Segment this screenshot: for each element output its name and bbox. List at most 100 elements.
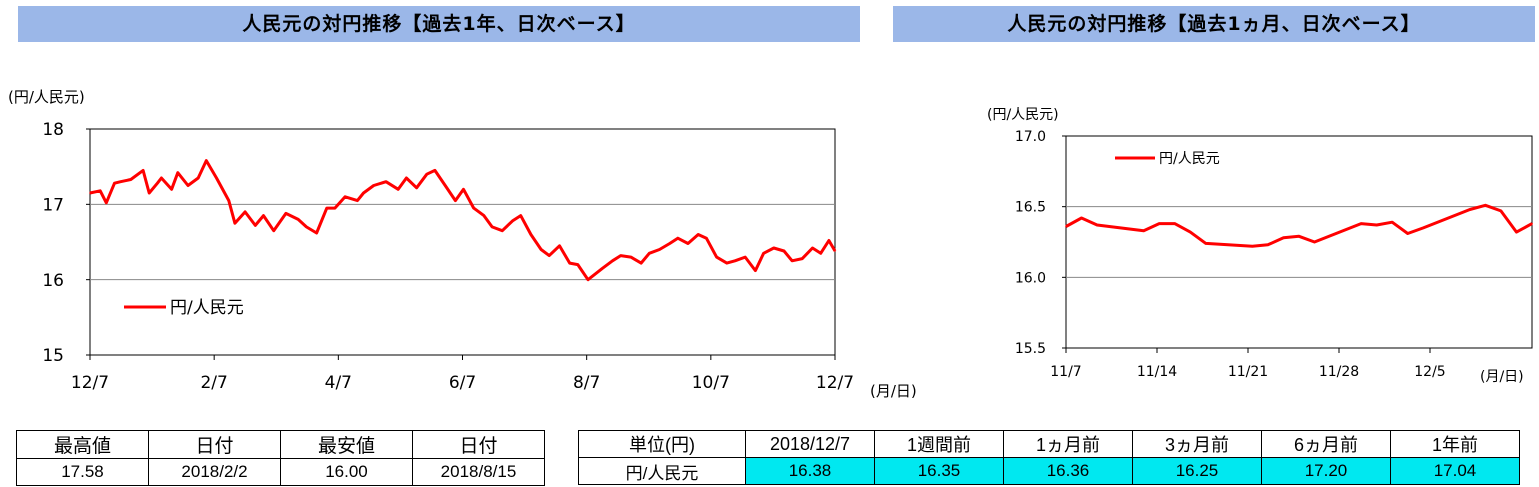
chart-1y-data-point (160, 177, 163, 179)
chart-1y-data-point (611, 260, 614, 262)
chart-1y-data-point (697, 233, 699, 236)
chart-1y-data-point (734, 260, 736, 262)
value-1w: 16.35 (874, 457, 1004, 485)
chart-1m-data-point (1267, 244, 1269, 246)
chart-1y-data-point (89, 192, 91, 194)
chart-1y-data-point (648, 252, 651, 255)
chart-1y-data-point (754, 269, 757, 272)
chart-1y-x-tick-label: 6/7 (449, 373, 476, 393)
chart-1y-x-tick-label: 12/7 (816, 373, 854, 393)
value-current: 16.38 (745, 457, 875, 485)
chart-1y-data-point (156, 182, 159, 184)
high-low-table: 最高値 日付 最安値 日付 17.58 2018/2/2 16.00 2018/… (16, 430, 545, 486)
chart-1m-data-point (1500, 210, 1502, 212)
chart-1y-data-point (148, 192, 150, 194)
chart-1y-data-point (619, 254, 622, 257)
chart-1y-plot-area (89, 128, 836, 356)
chart-1y-data-point (197, 177, 199, 179)
value-low: 16.00 (280, 458, 413, 486)
chart-1m-data-point (1515, 231, 1518, 233)
chart-1y-data-point (577, 263, 579, 266)
chart-1y-y-tick-label: 18 (42, 120, 64, 140)
chart-1y-data-point (677, 237, 679, 239)
chart-1y-data-point (828, 239, 830, 242)
chart-1y-data-point (397, 188, 400, 191)
chart-1y-x-tick-label: 8/7 (573, 373, 600, 393)
header-current: 2018/12/7 (745, 430, 875, 458)
chart-1m-x-tick-label: 11/28 (1319, 364, 1359, 380)
chart-1m-data-point (1375, 224, 1378, 226)
chart-title-1m: 人民元の対円推移【過去1ヵ月、日次ベース】 (893, 6, 1535, 42)
chart-1y-y-tick-label: 16 (42, 271, 64, 291)
chart-1y-x-axis-label: (月/日) (870, 382, 917, 400)
chart-1m-data-point (1189, 231, 1192, 233)
chart-1y-series-line (89, 159, 837, 282)
chart-1y-data-point (142, 169, 144, 172)
chart-1m-legend-label: 円/人民元 (1159, 151, 1220, 167)
chart-1y-x-tick-label: 4/7 (325, 373, 352, 393)
chart-1m-data-point (1484, 204, 1487, 207)
header-1w: 1週間前 (874, 430, 1004, 458)
chart-1m-data-point (1251, 245, 1254, 247)
chart-1y-data-point (215, 177, 218, 179)
chart-1y-data-point (726, 262, 728, 264)
chart-1y-data-point (511, 220, 514, 222)
chart-1y-data-point (415, 187, 418, 189)
chart-1m-data-point (1065, 225, 1067, 228)
chart-1y-data-point (405, 177, 408, 179)
chart-1y-data-point (705, 237, 708, 239)
chart-1y-data-point (819, 252, 822, 255)
chart-1m-data-point (1422, 227, 1425, 229)
chart-1y-data-point (791, 260, 793, 262)
chart-1y-data-point (205, 159, 208, 162)
value-1m: 16.36 (1003, 457, 1133, 485)
chart-1m-data-point (1391, 221, 1393, 223)
chart-1y-data-point (472, 207, 475, 209)
chart-1m-y-tick-label: 17.0 (1015, 129, 1046, 145)
chart-1y-x-tick-label: 12/7 (71, 373, 109, 393)
row-label: 円/人民元 (578, 457, 746, 485)
chart-1m-x-axis-label: (月/日) (1480, 369, 1524, 385)
chart-1y-data-point (687, 242, 689, 245)
comparison-table: 単位(円) 2018/12/7 1週間前 1ヵ月前 3ヵ月前 6ヵ月前 1年前 … (578, 430, 1520, 485)
chart-1y-data-point (113, 182, 116, 184)
chart-1y-data-point (187, 184, 189, 187)
value-low-date: 2018/8/15 (412, 458, 545, 486)
chart-1m-x-tick-label: 12/5 (1414, 364, 1445, 380)
chart-1y-data-point (773, 247, 775, 249)
chart-1m-x-tick-label: 11/7 (1050, 364, 1081, 380)
chart-1y-data-point (658, 248, 661, 251)
chart-1y-data-point (334, 207, 336, 209)
chart-1y-data-point (483, 214, 485, 217)
chart-1m-data-point (1096, 224, 1098, 226)
line-chart-1m: 15.5 16.0 16.5 17.0 11/7 11/14 11/21 11/28 12/5 (… (987, 107, 1533, 385)
header-low-date: 日付 (412, 430, 545, 459)
chart-1y-x-tick-label: 2/7 (200, 373, 227, 393)
chart-1y-data-point (344, 196, 346, 198)
chart-1y-data-point (228, 199, 230, 202)
chart-1y-data-point (297, 218, 300, 221)
chart-1y-legend-label: 円/人民元 (170, 298, 244, 318)
value-6m: 17.20 (1261, 457, 1391, 485)
chart-1y-data-point (170, 188, 173, 191)
chart-1y-data-point (715, 256, 718, 258)
header-6m: 6ヵ月前 (1261, 430, 1391, 458)
chart-1m-data-point (1173, 222, 1176, 225)
chart-1y-data-point (434, 169, 436, 172)
chart-1y-data-point (668, 242, 671, 245)
chart-1m-data-point (1142, 229, 1145, 232)
chart-1m-data-point (1158, 222, 1160, 225)
header-low: 最安値 (280, 430, 413, 459)
chart-1m-data-point (1282, 237, 1285, 239)
chart-1y-data-point (119, 180, 122, 183)
chart-1y-data-point (811, 247, 814, 249)
chart-1y-data-point (372, 184, 375, 187)
chart-1y-data-point (315, 232, 318, 234)
chart-1m-y-tick-label: 15.5 (1015, 341, 1046, 357)
chart-1y-data-point (444, 184, 447, 187)
chart-1m-data-point (1360, 222, 1362, 225)
chart-1y-data-point (285, 212, 287, 215)
chart-1y-data-point (262, 214, 265, 217)
value-high-date: 2018/2/2 (148, 458, 281, 486)
chart-1m-data-point (1205, 242, 1207, 245)
